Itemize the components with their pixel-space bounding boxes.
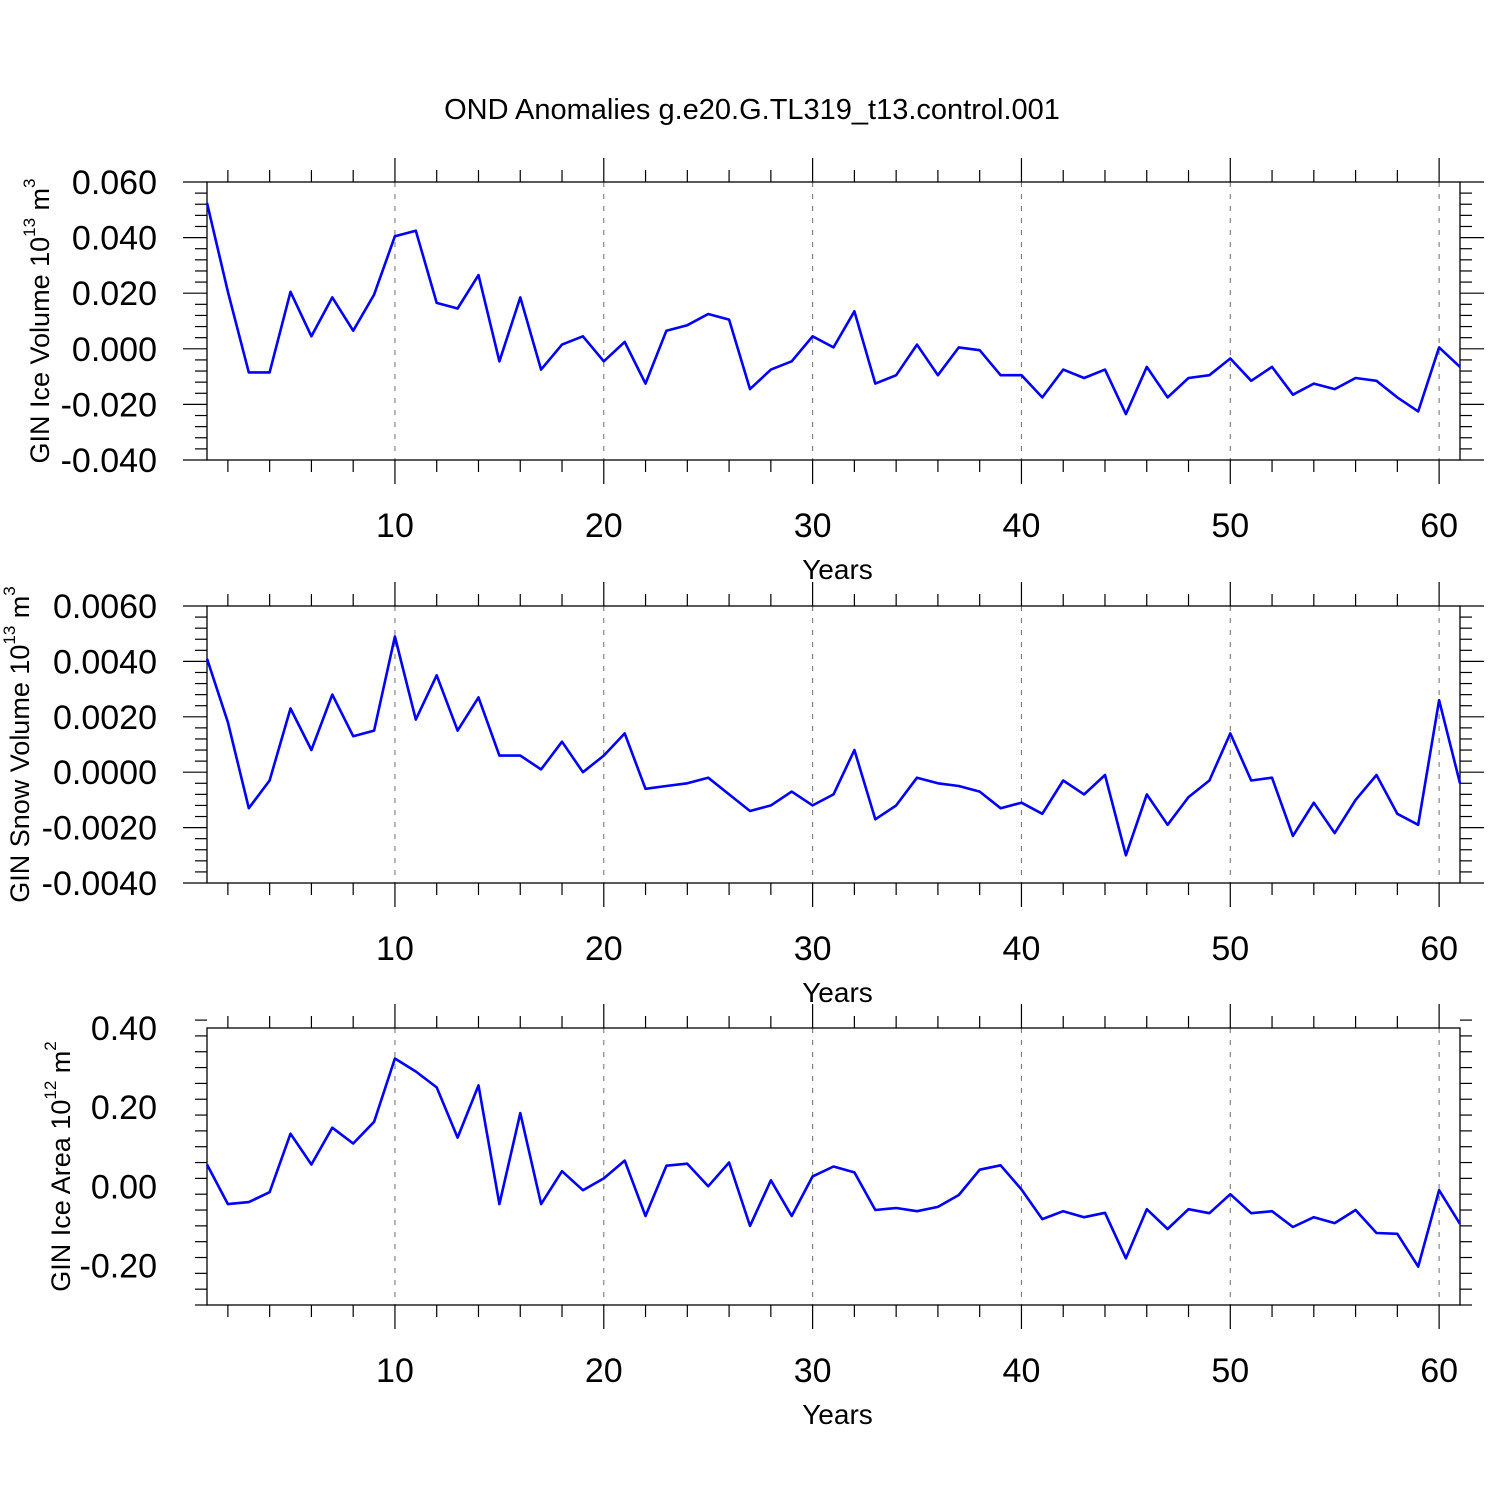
x-tick-label: 50 (1211, 930, 1249, 968)
y-tick-label: 0.040 (72, 220, 157, 258)
x-tick-label: 50 (1211, 507, 1249, 545)
x-tick-label: 20 (585, 507, 623, 545)
y-tick-label: -0.0020 (42, 810, 157, 848)
x-tick-label: 50 (1211, 1352, 1249, 1390)
y-axis-title: GIN Ice Volume 1013 m3 (20, 178, 56, 463)
y-tick-label: 0.020 (72, 275, 157, 313)
y-tick-label: -0.20 (80, 1247, 158, 1285)
x-tick-label: 20 (585, 930, 623, 968)
series-line (205, 202, 1461, 416)
series-line (205, 635, 1462, 857)
chart-panel-1: 10 20 30 40 50 60 -0.040 -0.020 0.000 0.020 0.040 0… (20, 158, 1484, 585)
y-tick-label: 0.20 (91, 1089, 157, 1127)
panels: 10 20 30 40 50 60 -0.040 -0.020 0.000 0.020 0.040 0… (0, 158, 1484, 1430)
y-tick-label: 0.0040 (53, 643, 157, 681)
x-tick-label: 40 (1003, 1352, 1041, 1390)
chart-panel-2: 10 20 30 40 50 60 -0.0040 -0.0020 0.0000 0.0020 0.… (0, 582, 1484, 1008)
series-line (205, 1057, 1462, 1268)
x-tick-label: 60 (1420, 1352, 1458, 1390)
x-tick-label: 60 (1420, 930, 1458, 968)
plot-frame (206, 181, 1461, 461)
y-tick-label: 0.00 (91, 1168, 157, 1206)
y-tick-label: 0.0020 (53, 699, 157, 737)
x-axis-title: Years (802, 1399, 873, 1430)
x-tick-label: 20 (585, 1352, 623, 1390)
x-tick-label: 10 (376, 507, 414, 545)
y-axis-title: GIN Ice Area 1012 m2 (41, 1041, 77, 1292)
x-tick-label: 30 (794, 1352, 832, 1390)
plot-frame (206, 605, 1461, 884)
x-tick-label: 60 (1420, 507, 1458, 545)
y-tick-label: 0.060 (72, 164, 157, 202)
y-tick-label: -0.020 (61, 386, 157, 424)
y-tick-label: 0.000 (72, 331, 157, 369)
y-tick-label: -0.0040 (42, 865, 157, 903)
x-tick-label: 40 (1003, 930, 1041, 968)
chart-panel-3: 10 20 30 40 50 60 -0.20 0.00 0.20 0.40 Years GIN Ic… (41, 1004, 1472, 1430)
figure-title: OND Anomalies g.e20.G.TL319_t13.control.… (444, 94, 1060, 126)
x-tick-label: 10 (376, 1352, 414, 1390)
x-axis-title: Years (802, 977, 873, 1008)
x-tick-label: 10 (376, 930, 414, 968)
x-tick-label: 30 (794, 930, 832, 968)
y-tick-label: 0.0000 (53, 754, 157, 792)
y-axis-title: GIN Snow Volume 1013 m3 (0, 586, 35, 903)
y-tick-label: -0.040 (61, 442, 157, 480)
x-tick-label: 40 (1003, 507, 1041, 545)
x-axis-title: Years (802, 554, 873, 585)
y-tick-label: 0.40 (91, 1010, 157, 1048)
y-tick-label: 0.0060 (53, 588, 157, 626)
x-tick-label: 30 (794, 507, 832, 545)
